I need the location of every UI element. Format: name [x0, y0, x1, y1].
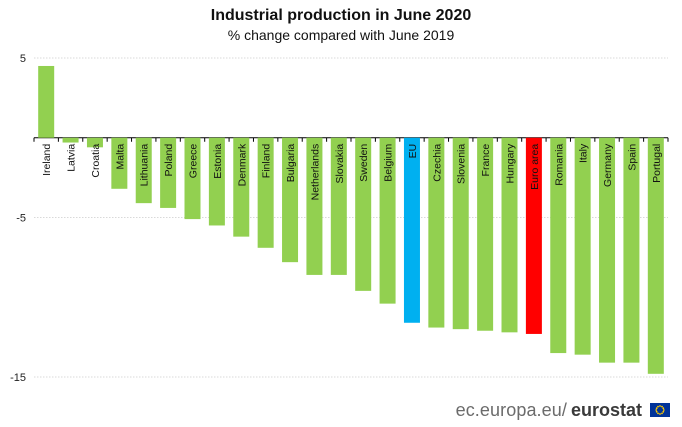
x-tick-label: EU [407, 144, 419, 159]
bar-france [477, 137, 494, 331]
x-tick-label: Slovenia [456, 144, 468, 184]
x-tick-label: Portugal [651, 144, 663, 183]
bar-latvia [62, 137, 79, 143]
bar-hungary [501, 137, 518, 333]
bar-ireland [38, 65, 55, 138]
x-tick-label: Greece [188, 144, 200, 179]
x-tick-label: Euro area [529, 144, 541, 190]
x-tick-label: Sweden [358, 144, 370, 182]
bar-denmark [233, 137, 250, 237]
source-brand: eurostat [570, 399, 642, 420]
x-tick-label: Finland [261, 144, 273, 179]
x-tick-label: Malta [114, 144, 126, 170]
bar-sweden [355, 137, 372, 291]
bar-netherlands [306, 137, 323, 275]
x-tick-label: Hungary [505, 143, 517, 183]
x-tick-label: Poland [163, 144, 175, 177]
y-tick-label: 5 [20, 53, 26, 65]
bar-finland [257, 137, 274, 248]
bar-czechia [428, 137, 445, 328]
x-tick-label: Latvia [66, 144, 78, 172]
source-footer: ec.europa.eu/eurostat [456, 398, 670, 422]
x-tick-label: Netherlands [309, 144, 321, 201]
x-tick-label: Czechia [431, 144, 443, 182]
bar-euro-area [525, 137, 542, 334]
bar-slovenia [452, 137, 469, 330]
y-tick-label: -15 [10, 372, 26, 384]
bar-eu [403, 137, 420, 323]
x-tick-label: Bulgaria [285, 144, 297, 183]
x-tick-label: Lithuania [139, 144, 151, 187]
eu-flag-icon [650, 403, 670, 417]
bar-croatia [86, 137, 103, 148]
x-tick-label: Italy [578, 143, 590, 163]
x-tick-label: Estonia [212, 144, 224, 179]
x-tick-label: Denmark [236, 143, 248, 186]
bar-estonia [208, 137, 225, 226]
x-tick-label: Romania [553, 144, 565, 186]
y-tick-label: -5 [16, 213, 26, 225]
x-tick-label: Belgium [383, 143, 395, 181]
bar-italy [574, 137, 591, 355]
x-tick-label: France [480, 144, 492, 177]
bar-romania [550, 137, 567, 354]
bar-lithuania [135, 137, 152, 204]
bar-greece [184, 137, 201, 220]
x-tick-label: Germany [602, 143, 614, 187]
bar-bulgaria [282, 137, 299, 263]
bar-portugal [647, 137, 664, 374]
bar-slovakia [330, 137, 347, 275]
bar-poland [160, 137, 177, 208]
bar-spain [623, 137, 640, 363]
x-tick-label: Spain [626, 144, 638, 171]
x-tick-label: Slovakia [334, 144, 346, 184]
chart-title: Industrial production in June 2020 [210, 7, 472, 24]
chart-subtitle: % change compared with June 2019 [227, 27, 455, 43]
source-url: ec.europa.eu/ [455, 399, 567, 420]
bar-belgium [379, 137, 396, 304]
x-tick-label: Croatia [90, 144, 102, 178]
bar-germany [599, 137, 616, 363]
bar-malta [111, 137, 128, 189]
x-tick-label: Ireland [41, 144, 53, 176]
